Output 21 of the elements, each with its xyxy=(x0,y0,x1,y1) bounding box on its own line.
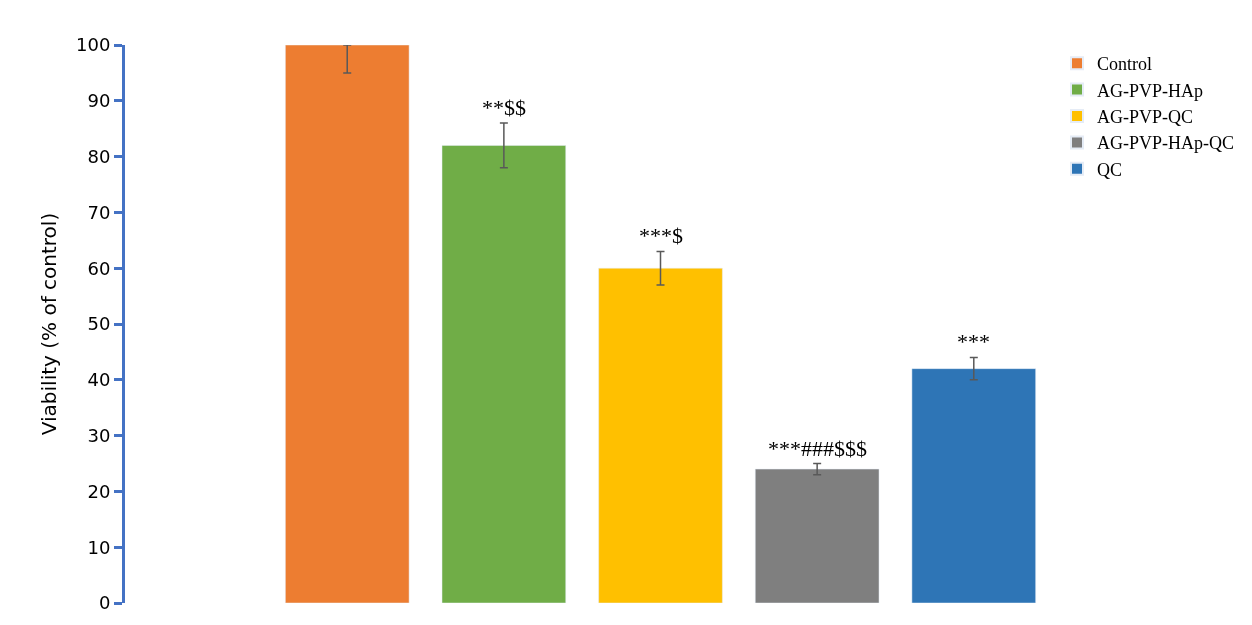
data-label: **$$ xyxy=(482,95,526,120)
legend-label: QC xyxy=(1097,159,1123,180)
y-tick-label: 90 xyxy=(87,90,111,112)
y-tick-label: 100 xyxy=(76,34,111,56)
y-tick-label: 50 xyxy=(87,313,111,335)
legend-label: AG-PVP-HAp-QC xyxy=(1097,133,1235,154)
legend-label: AG-PVP-QC xyxy=(1097,107,1194,128)
y-tick-label: 30 xyxy=(87,424,111,446)
y-tick-label: 0 xyxy=(98,592,111,614)
legend-label: Control xyxy=(1097,54,1153,75)
y-tick-label: 40 xyxy=(87,369,111,391)
y-tick-label: 60 xyxy=(87,257,111,279)
y-tick-label: 20 xyxy=(87,480,111,502)
data-label: *** xyxy=(957,329,990,354)
data-label: ***$ xyxy=(639,223,683,248)
y-tick-label: 10 xyxy=(87,536,111,558)
y-tick-label: 70 xyxy=(87,201,111,223)
legend-label: AG-PVP-HAp xyxy=(1097,80,1204,101)
y-axis-title: Viability (% of control) xyxy=(36,212,61,436)
data-label: ***###$$$ xyxy=(768,436,867,461)
y-tick-label: 80 xyxy=(87,145,111,167)
